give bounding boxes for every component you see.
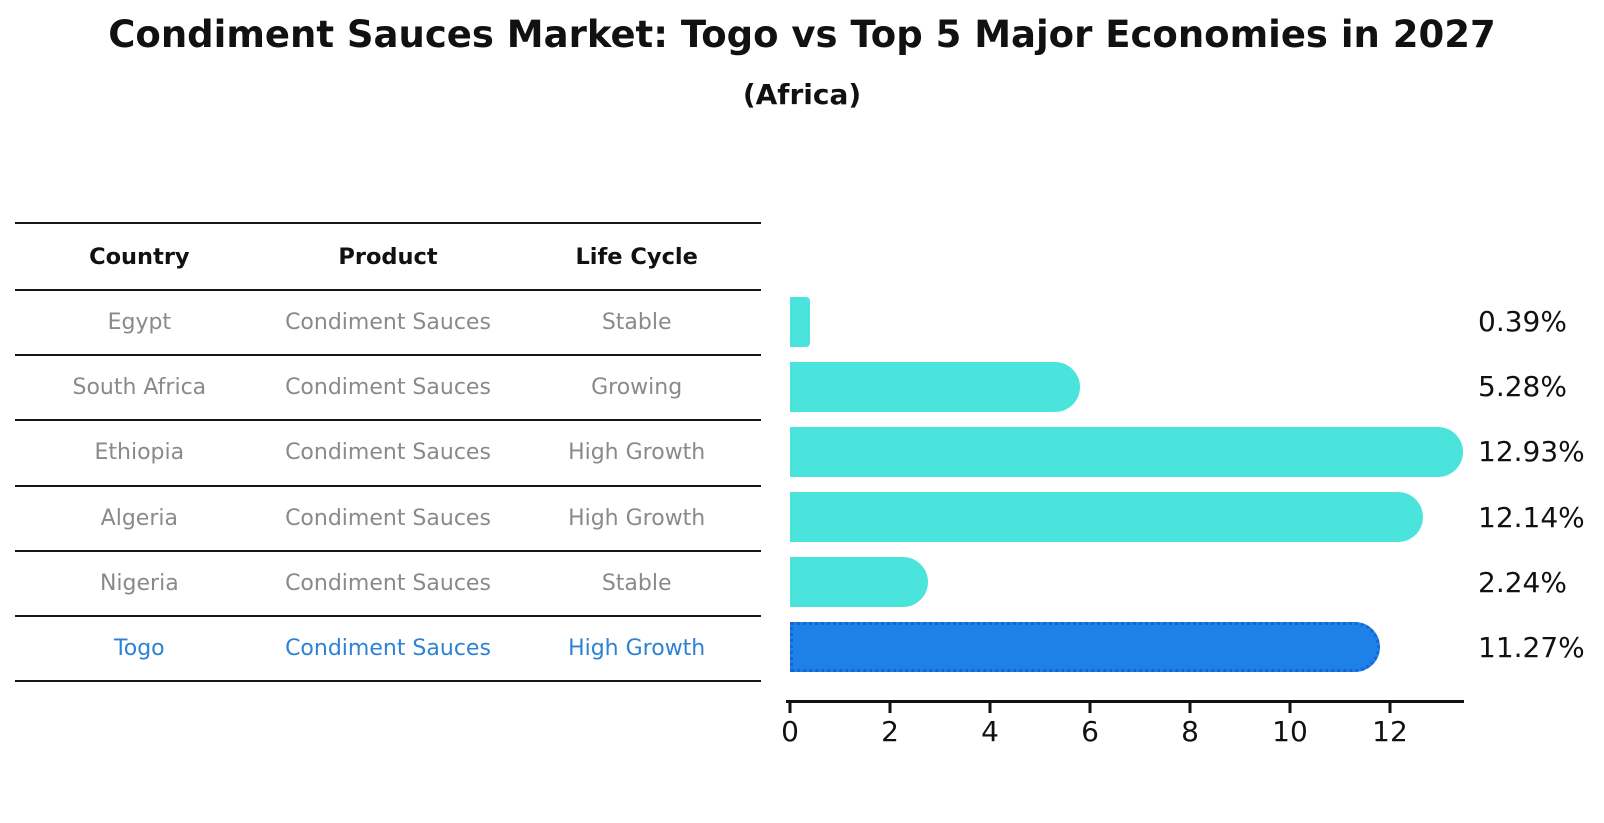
x-tick-mark (1188, 702, 1192, 713)
bar-ethiopia (790, 426, 1463, 477)
cell-life-cycle: High Growth (568, 505, 706, 531)
value-label-algeria: 12.14% (1478, 500, 1585, 534)
value-labels: 0.39% 5.28% 12.93% 12.14% 2.24% 11.27% (1478, 289, 1604, 680)
cell-life-cycle: High Growth (568, 440, 706, 466)
value-label-egypt: 0.39% (1478, 305, 1567, 339)
bar-row-togo (790, 615, 1460, 680)
value-label-south-africa: 5.28% (1478, 370, 1567, 404)
chart-title: Condiment Sauces Market: Togo vs Top 5 M… (108, 13, 1496, 56)
value-label-row: 2.24% (1478, 550, 1604, 615)
bar-nigeria (790, 557, 928, 608)
bar-egypt (790, 296, 810, 347)
cell-country: Algeria (100, 505, 178, 531)
value-label-row: 0.39% (1478, 289, 1604, 354)
bar-row-nigeria (790, 550, 1460, 615)
cell-product: Condiment Sauces (285, 505, 491, 531)
cell-product: Condiment Sauces (285, 636, 491, 662)
x-axis: 0 2 4 6 8 10 12 (781, 700, 1464, 750)
cell-life-cycle: Stable (601, 570, 672, 596)
bar-togo (790, 622, 1380, 673)
cell-country: South Africa (72, 375, 207, 401)
header-product: Product (338, 243, 438, 270)
x-tick-mark (788, 702, 792, 713)
table-row-nigeria: Nigeria Condiment Sauces Stable (15, 552, 761, 617)
value-label-row: 12.14% (1478, 484, 1604, 549)
bar-algeria (790, 492, 1423, 543)
x-tick-label: 6 (1081, 715, 1099, 748)
cell-life-cycle: Growing (591, 375, 683, 401)
x-tick-label: 4 (981, 715, 999, 748)
cell-product: Condiment Sauces (285, 440, 491, 466)
bar-plot-area (790, 289, 1463, 680)
x-tick-mark (888, 702, 892, 713)
header-life-cycle: Life Cycle (575, 243, 698, 270)
x-tick-mark (1088, 702, 1092, 713)
table-row-togo: Togo Condiment Sauces High Growth (15, 617, 761, 683)
bar-row-ethiopia (790, 419, 1463, 484)
x-tick-mark (1288, 702, 1292, 713)
x-tick-label: 2 (881, 715, 899, 748)
table-row-ethiopia: Ethiopia Condiment Sauces High Growth (15, 421, 761, 487)
x-tick-mark (1388, 702, 1392, 713)
cell-product: Condiment Sauces (285, 570, 491, 596)
x-axis-line (786, 700, 1464, 703)
country-table: Country Product Life Cycle Egypt Condime… (15, 222, 761, 683)
bar-south-africa (790, 361, 1080, 412)
value-label-row: 5.28% (1478, 354, 1604, 419)
value-label-togo: 11.27% (1478, 630, 1585, 664)
x-tick-label: 12 (1372, 715, 1408, 748)
table-row-algeria: Algeria Condiment Sauces High Growth (15, 487, 761, 552)
x-tick-label: 8 (1181, 715, 1199, 748)
x-tick-label: 0 (781, 715, 799, 748)
value-label-row: 11.27% (1478, 615, 1604, 680)
cell-life-cycle: Stable (601, 310, 672, 336)
cell-product: Condiment Sauces (285, 375, 491, 401)
cell-life-cycle: High Growth (568, 636, 706, 662)
value-label-nigeria: 2.24% (1478, 565, 1567, 599)
cell-country: Ethiopia (94, 440, 185, 466)
table-header-row: Country Product Life Cycle (15, 224, 761, 291)
bar-row-south-africa (790, 354, 1460, 419)
cell-product: Condiment Sauces (285, 310, 491, 336)
cell-country: Egypt (107, 310, 172, 336)
table-row-egypt: Egypt Condiment Sauces Stable (15, 291, 761, 357)
table-row-south-africa: South Africa Condiment Sauces Growing (15, 356, 761, 422)
chart-subtitle: (Africa) (742, 78, 862, 111)
cell-country: Nigeria (99, 570, 179, 596)
bar-row-egypt (790, 289, 1460, 354)
value-label-row: 12.93% (1478, 419, 1604, 484)
cell-country: Togo (114, 636, 165, 662)
x-tick-mark (988, 702, 992, 713)
header-country: Country (89, 243, 190, 270)
value-label-ethiopia: 12.93% (1478, 435, 1585, 469)
bar-row-algeria (790, 484, 1460, 549)
x-tick-label: 10 (1272, 715, 1308, 748)
